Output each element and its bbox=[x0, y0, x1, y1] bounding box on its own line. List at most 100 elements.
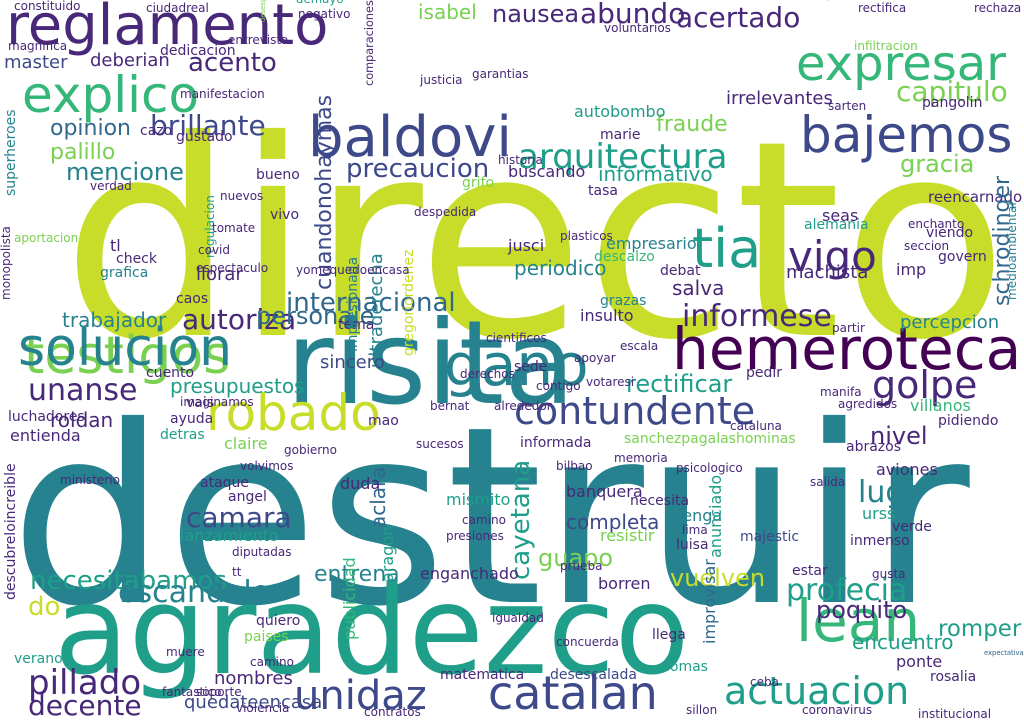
cloud-word: anunciado bbox=[706, 474, 725, 558]
cloud-word: autobombo bbox=[574, 102, 666, 121]
cloud-word: agradezco bbox=[54, 560, 690, 702]
cloud-word: constituido bbox=[14, 0, 81, 13]
cloud-word: pidiendo bbox=[938, 413, 999, 429]
cloud-word: verano bbox=[14, 651, 63, 667]
cloud-word: marie bbox=[600, 127, 641, 143]
cloud-word: seas bbox=[822, 206, 859, 225]
cloud-word: psicologico bbox=[676, 461, 743, 475]
cloud-word: bloquea bbox=[814, 0, 841, 1]
cloud-word: paises bbox=[244, 629, 289, 645]
cloud-word: contratos bbox=[364, 705, 421, 719]
cloud-word: institucional bbox=[918, 707, 992, 720]
cloud-word: machista bbox=[786, 262, 869, 283]
cloud-word: caos bbox=[176, 291, 209, 307]
cloud-word v: internacional bbox=[286, 288, 456, 318]
cloud-word: guapo bbox=[538, 544, 614, 572]
cloud-word: directo bbox=[62, 83, 1009, 400]
cloud-word: llega bbox=[652, 627, 686, 643]
cloud-word: soporte bbox=[196, 685, 242, 699]
cloud-word: abundo bbox=[580, 0, 686, 30]
cloud-word: golpe bbox=[872, 363, 978, 407]
cloud-word: despedida bbox=[414, 205, 477, 219]
cloud-word: prueba bbox=[560, 559, 603, 573]
cloud-word: urss bbox=[862, 504, 896, 523]
cloud-word: pillado bbox=[28, 663, 142, 703]
cloud-word: inmenso bbox=[850, 533, 910, 549]
cloud-word: descubreloincreible bbox=[3, 463, 19, 600]
cloud-word: master bbox=[4, 52, 68, 73]
cloud-word: insulto bbox=[580, 306, 634, 325]
cloud-word: enganchado bbox=[420, 564, 519, 583]
cloud-word v: escandalo bbox=[118, 575, 271, 610]
cloud-word: voluntarios bbox=[604, 21, 671, 35]
cloud-word: empresario bbox=[606, 234, 697, 253]
cloud-word: palillo bbox=[50, 140, 116, 165]
cloud-word: quedateencasa bbox=[184, 692, 323, 713]
cloud-word: garantias bbox=[472, 67, 529, 81]
cloud-word: unidaz bbox=[294, 673, 427, 719]
cloud-word: manifa bbox=[820, 385, 862, 399]
cloud-word: votaresi bbox=[586, 375, 635, 389]
cloud-word: deberian bbox=[90, 50, 170, 71]
cloud-word: contundente bbox=[514, 389, 756, 433]
cloud-word: ponte bbox=[896, 652, 943, 671]
cloud-word: aportacion bbox=[14, 231, 79, 245]
cloud-word: vigo bbox=[788, 232, 877, 281]
cloud-word: ceba bbox=[750, 675, 779, 689]
cloud-word: fraude bbox=[656, 112, 728, 137]
cloud-word: infiltracion bbox=[854, 39, 918, 53]
cloud-word: presiones bbox=[446, 529, 504, 543]
cloud-word: mao bbox=[368, 413, 399, 429]
cloud-word: verde bbox=[892, 519, 932, 535]
cloud-word: lanzamiento bbox=[180, 526, 279, 545]
cloud-word: negativo bbox=[298, 7, 351, 21]
cloud-word: aragon bbox=[378, 525, 397, 582]
cloud-word: do bbox=[28, 592, 61, 622]
cloud-word v: personaje bbox=[256, 302, 375, 330]
cloud-word: nivel bbox=[870, 422, 928, 450]
cloud-word: medioambiental bbox=[1005, 202, 1019, 300]
cloud-word: destruir bbox=[10, 374, 970, 661]
cloud-word: hemeroteca bbox=[672, 315, 1022, 383]
cloud-word: contigo bbox=[536, 379, 581, 393]
cloud-word: completa bbox=[566, 510, 660, 534]
cloud-word: imp bbox=[896, 260, 927, 279]
cloud-word: magnifica bbox=[8, 39, 68, 53]
cloud-word: tenga bbox=[676, 506, 723, 525]
cloud-word: informativo bbox=[598, 162, 713, 186]
cloud-word: nausea bbox=[492, 0, 580, 28]
cloud-word: bilbao bbox=[556, 459, 593, 473]
cloud-word: tl bbox=[110, 236, 121, 255]
cloud-word: fantastico bbox=[162, 685, 222, 699]
cloud-word: bueno bbox=[256, 167, 300, 183]
cloud-word: espectaculo bbox=[196, 261, 269, 275]
cloud-word: violencia bbox=[236, 701, 290, 715]
cloud-word: gobierno bbox=[284, 443, 337, 457]
cloud-word: cazo bbox=[140, 123, 173, 139]
cloud-word: bajemos bbox=[800, 106, 1013, 164]
cloud-word: aviones bbox=[876, 460, 938, 479]
cloud-word: viendo bbox=[926, 225, 974, 241]
cloud-word: irrelevantes bbox=[726, 88, 833, 109]
cloud-word: ayuda bbox=[170, 411, 214, 427]
cloud-word: bernat bbox=[430, 399, 470, 413]
cloud-word: covid bbox=[198, 243, 230, 257]
cloud-word: salida bbox=[810, 475, 846, 489]
cloud-word: llorar bbox=[196, 264, 243, 285]
cloud-word: historia bbox=[498, 153, 543, 167]
cloud-word: dedicacion bbox=[160, 43, 236, 59]
cloud-word: agredidos bbox=[838, 397, 898, 411]
cloud-word: banquera bbox=[566, 482, 643, 501]
cloud-word: tomate bbox=[212, 221, 256, 235]
cloud-word: improvisar bbox=[700, 559, 719, 644]
cloud-word: percepcion bbox=[900, 312, 1000, 333]
cloud-word: justicia bbox=[420, 73, 463, 87]
cloud-word: escala bbox=[620, 339, 659, 353]
cloud-word: concuerda bbox=[556, 635, 619, 649]
cloud-word: entrevista bbox=[228, 33, 289, 47]
cloud-word: autoriza bbox=[182, 303, 297, 336]
cloud-word: monopolista bbox=[0, 226, 13, 300]
cloud-word: ciudadreal bbox=[146, 1, 209, 15]
cloud-word: necesitabamos bbox=[30, 566, 227, 596]
cloud-word: alrededor bbox=[494, 399, 552, 413]
